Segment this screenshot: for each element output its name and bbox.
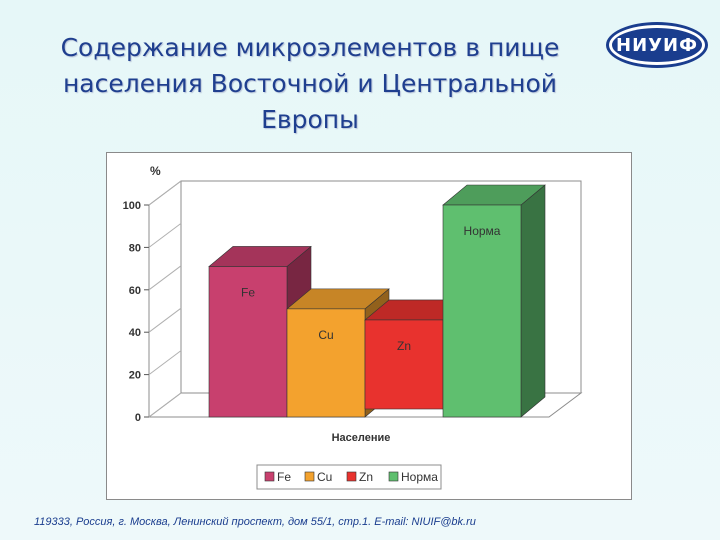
- y-tick-label: 100: [123, 200, 141, 212]
- bar-label: Cu: [318, 328, 333, 342]
- y-tick-side-line: [148, 350, 182, 376]
- y-tick-label: 60: [129, 285, 141, 297]
- y-tick-side-line: [148, 392, 182, 418]
- bar-1: [286, 308, 366, 418]
- legend-label: Норма: [401, 470, 438, 484]
- legend-label: Zn: [359, 470, 373, 484]
- legend-label: Cu: [317, 470, 332, 484]
- logo-text: НИУИФ: [616, 34, 698, 56]
- y-tick-side-line: [148, 307, 182, 333]
- footer-contact: 119333, Россия, г. Москва, Ленинский про…: [34, 516, 476, 528]
- legend-swatch: [388, 471, 399, 482]
- y-tick-side-line: [148, 180, 182, 206]
- bar-label: Zn: [397, 339, 411, 353]
- bar-3: [442, 204, 522, 418]
- page-title: Содержание микроэлементов в пище населен…: [10, 30, 610, 138]
- legend-label: Fe: [277, 470, 291, 484]
- y-tick-label: 80: [129, 242, 141, 254]
- y-tick-side-line: [148, 223, 182, 248]
- bar-side-3: [520, 184, 546, 418]
- x-axis-label: Население: [332, 432, 391, 444]
- bar-label: Норма: [464, 224, 501, 238]
- y-tick-label: 40: [129, 327, 141, 339]
- legend-swatch: [264, 471, 275, 482]
- title-line-2: населения Восточной и Центральной: [62, 69, 558, 98]
- title-line-1: Содержание микроэлементов в пище: [60, 33, 560, 62]
- y-axis-label: %: [150, 164, 161, 178]
- chart-frame: 0 20 40 60 80 100% Fe Cu Zn Норма Население Fe Cu Zn Н…: [106, 152, 632, 500]
- legend-swatch: [346, 471, 357, 482]
- bar-chart: 0 20 40 60 80 100% Fe Cu Zn Норма Население Fe Cu Zn Н…: [123, 164, 583, 490]
- y-tick-label: 0: [135, 412, 141, 424]
- legend-swatch: [304, 471, 315, 482]
- y-tick-label: 20: [129, 370, 141, 382]
- bar-2: [364, 319, 444, 410]
- y-tick-side-line: [148, 265, 182, 291]
- bar-0: [208, 266, 288, 418]
- bar-label: Fe: [241, 285, 255, 299]
- title-line-3: Европы: [261, 105, 359, 134]
- logo: НИУИФ: [606, 22, 708, 68]
